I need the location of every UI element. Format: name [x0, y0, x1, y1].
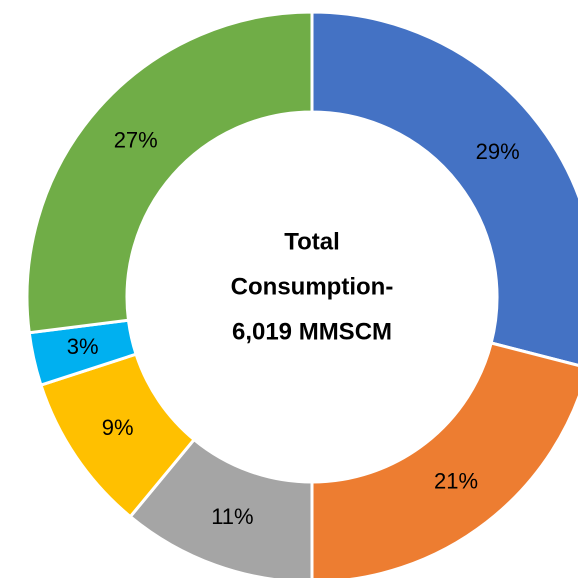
value-label: 3%: [67, 334, 99, 359]
value-label: 27%: [114, 127, 158, 152]
slices: [25, 10, 578, 578]
center-label: Consumption-: [231, 273, 394, 300]
value-label: 9%: [102, 415, 134, 440]
slice: [310, 341, 578, 578]
center-label: 6,019 MMSCM: [232, 318, 392, 345]
labels: 29% 21% 11% 9% 3% 27%: [67, 127, 520, 529]
value-label: 29%: [476, 139, 520, 164]
value-label: 21%: [434, 468, 478, 493]
slice: [25, 10, 314, 335]
slice: [310, 10, 578, 367]
center-label: Total: [284, 228, 340, 255]
value-label: 11%: [211, 504, 253, 529]
